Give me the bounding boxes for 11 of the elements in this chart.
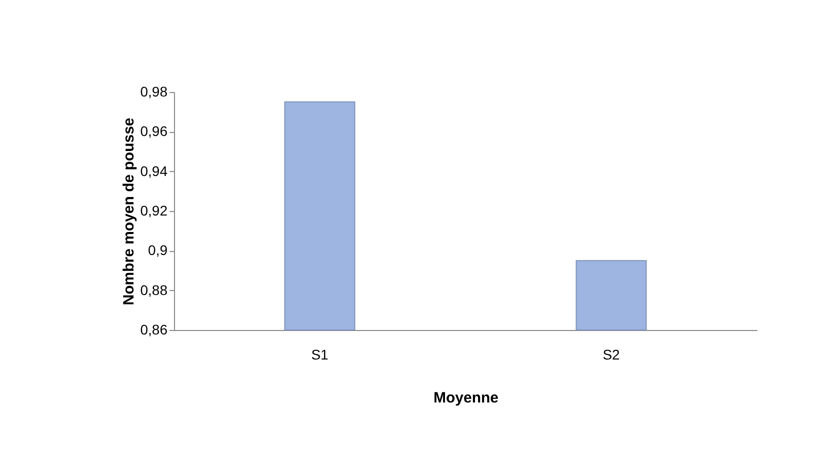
y-tick-label: 0,98	[140, 84, 168, 100]
y-tick-label: 0,92	[140, 202, 168, 218]
x-tick-label: S1	[311, 346, 329, 362]
x-tick-label: S2	[602, 346, 620, 362]
y-tick-label: 0,9	[148, 242, 168, 258]
y-tick-label: 0,86	[140, 322, 168, 338]
y-tick-label: 0,88	[140, 282, 168, 298]
x-axis-title: Moyenne	[433, 390, 499, 406]
y-tick-label: 0,94	[140, 162, 168, 179]
y-axis-title: Nombre moyen de pousse	[120, 118, 138, 306]
y-tick-label: 0,96	[140, 123, 168, 140]
